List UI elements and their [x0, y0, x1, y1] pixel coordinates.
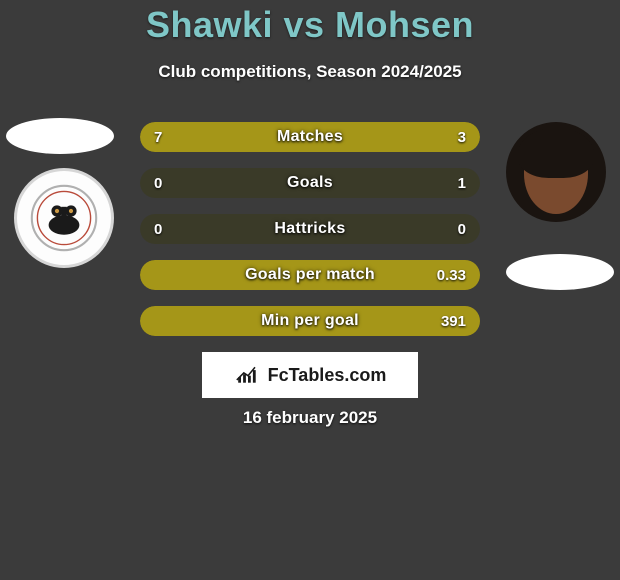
stat-row: Min per goal391	[140, 306, 480, 336]
stat-value-right: 3	[458, 122, 466, 152]
brand-chart-icon	[234, 364, 262, 386]
player-right-photo	[506, 122, 606, 222]
brand-text: FcTables.com	[268, 365, 387, 386]
stat-label: Goals per match	[140, 260, 480, 290]
club-emblem-icon	[29, 183, 99, 253]
page-title: Shawki vs Mohsen	[0, 4, 620, 46]
comparison-bars: Matches73Goals01Hattricks00Goals per mat…	[140, 122, 480, 352]
page-subtitle: Club competitions, Season 2024/2025	[0, 62, 620, 82]
player-left-ellipse	[6, 118, 114, 154]
date-label: 16 february 2025	[0, 408, 620, 428]
stat-value-left: 7	[154, 122, 162, 152]
player-face-icon	[524, 134, 588, 214]
stat-value-right: 0.33	[437, 260, 466, 290]
player-right-ellipse	[506, 254, 614, 290]
stat-value-left: 0	[154, 168, 162, 198]
stat-label: Min per goal	[140, 306, 480, 336]
stat-row: Goals0 1	[140, 168, 480, 198]
stat-value-right: 391	[441, 306, 466, 336]
stat-label: Hattricks	[140, 214, 480, 244]
player-left-club-logo	[14, 168, 114, 268]
stat-value-left: 0	[154, 214, 162, 244]
stat-row: Goals per match0.33	[140, 260, 480, 290]
stat-label: Goals	[140, 168, 480, 198]
stat-row: Hattricks0 0	[140, 214, 480, 244]
brand-badge: FcTables.com	[202, 352, 418, 398]
stat-label: Matches	[140, 122, 480, 152]
comparison-card: Shawki vs Mohsen Club competitions, Seas…	[0, 0, 620, 580]
stat-value-right: 0	[458, 214, 466, 244]
stat-row: Matches7 3	[140, 122, 480, 152]
stat-value-right: 1	[458, 168, 466, 198]
